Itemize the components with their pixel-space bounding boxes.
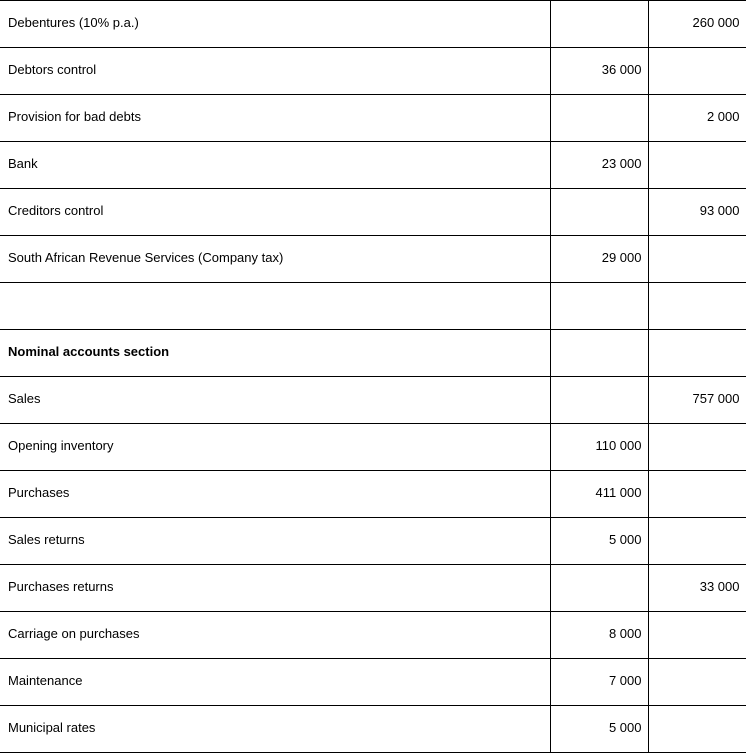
table-row: Maintenance7 000 <box>0 659 746 706</box>
table-row: South African Revenue Services (Company … <box>0 236 746 283</box>
credit-amount <box>648 48 746 95</box>
debit-amount: 110 000 <box>550 424 648 471</box>
debit-amount <box>550 330 648 377</box>
account-description: Debtors control <box>0 48 550 95</box>
account-description: Provision for bad debts <box>0 95 550 142</box>
debit-amount: 29 000 <box>550 236 648 283</box>
credit-amount: 33 000 <box>648 565 746 612</box>
account-description: Sales returns <box>0 518 550 565</box>
accounts-table: Debentures (10% p.a.)260 000Debtors cont… <box>0 0 746 753</box>
credit-amount <box>648 142 746 189</box>
debit-amount: 7 000 <box>550 659 648 706</box>
credit-amount <box>648 706 746 753</box>
debit-amount: 411 000 <box>550 471 648 518</box>
debit-amount: 8 000 <box>550 612 648 659</box>
credit-amount <box>648 330 746 377</box>
account-description: Debentures (10% p.a.) <box>0 1 550 48</box>
debit-amount <box>550 1 648 48</box>
credit-amount: 260 000 <box>648 1 746 48</box>
credit-amount <box>648 236 746 283</box>
debit-amount: 23 000 <box>550 142 648 189</box>
table-row: Municipal rates5 000 <box>0 706 746 753</box>
credit-amount <box>648 518 746 565</box>
credit-amount: 2 000 <box>648 95 746 142</box>
credit-amount: 757 000 <box>648 377 746 424</box>
account-description: Municipal rates <box>0 706 550 753</box>
account-description: Creditors control <box>0 189 550 236</box>
debit-amount <box>550 95 648 142</box>
debit-amount: 5 000 <box>550 518 648 565</box>
account-description: Bank <box>0 142 550 189</box>
debit-amount <box>550 565 648 612</box>
table-row: Opening inventory110 000 <box>0 424 746 471</box>
debit-amount: 36 000 <box>550 48 648 95</box>
account-description: Maintenance <box>0 659 550 706</box>
account-description: Purchases <box>0 471 550 518</box>
account-description <box>0 283 550 330</box>
table-row: Debtors control36 000 <box>0 48 746 95</box>
table-row: Creditors control 93 000 <box>0 189 746 236</box>
table-row: Sales 757 000 <box>0 377 746 424</box>
table-row: Purchases411 000 <box>0 471 746 518</box>
table-row: Carriage on purchases8 000 <box>0 612 746 659</box>
table-row: Nominal accounts section <box>0 330 746 377</box>
table-row: Debentures (10% p.a.) 260 000 <box>0 1 746 48</box>
credit-amount: 93 000 <box>648 189 746 236</box>
credit-amount <box>648 659 746 706</box>
table-row: Purchases returns 33 000 <box>0 565 746 612</box>
debit-amount <box>550 377 648 424</box>
table-row <box>0 283 746 330</box>
account-description: Nominal accounts section <box>0 330 550 377</box>
trial-balance-table: Debentures (10% p.a.)260 000Debtors cont… <box>0 0 746 753</box>
account-description: Carriage on purchases <box>0 612 550 659</box>
table-row: Provision for bad debts 2 000 <box>0 95 746 142</box>
debit-amount: 5 000 <box>550 706 648 753</box>
credit-amount <box>648 612 746 659</box>
credit-amount <box>648 424 746 471</box>
credit-amount <box>648 283 746 330</box>
debit-amount <box>550 283 648 330</box>
account-description: Opening inventory <box>0 424 550 471</box>
table-row: Sales returns5 000 <box>0 518 746 565</box>
account-description: South African Revenue Services (Company … <box>0 236 550 283</box>
credit-amount <box>648 471 746 518</box>
account-description: Purchases returns <box>0 565 550 612</box>
debit-amount <box>550 189 648 236</box>
table-row: Bank23 000 <box>0 142 746 189</box>
account-description: Sales <box>0 377 550 424</box>
